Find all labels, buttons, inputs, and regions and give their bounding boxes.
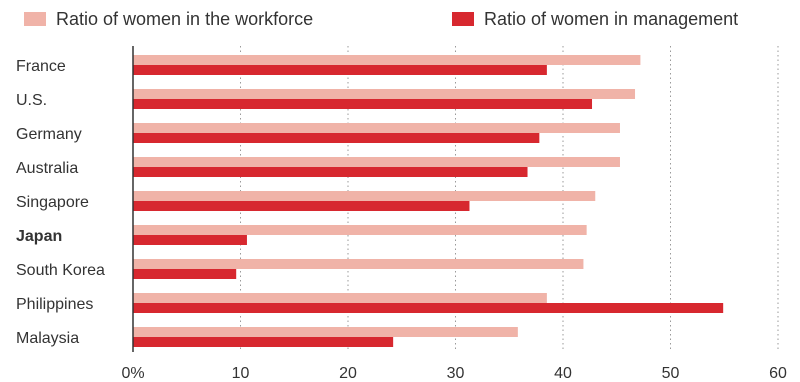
x-tick-label: 30: [447, 365, 465, 382]
bar-management: [133, 201, 470, 211]
bar-management: [133, 133, 540, 143]
category-label: South Korea: [16, 262, 105, 279]
legend-swatch-workforce: [24, 12, 46, 26]
bar-workforce: [133, 55, 641, 65]
bar-workforce: [133, 225, 587, 235]
x-tick-label: 40: [554, 365, 572, 382]
legend-swatch-management: [452, 12, 474, 26]
category-label: Malaysia: [16, 330, 79, 347]
x-tick-label: 60: [769, 365, 787, 382]
bar-management: [133, 65, 547, 75]
legend-label-workforce: Ratio of women in the workforce: [56, 8, 314, 29]
category-label: France: [16, 58, 66, 75]
category-label: Philippines: [16, 296, 93, 313]
category-label: Japan: [16, 228, 62, 245]
bar-workforce: [133, 123, 620, 133]
bar-management: [133, 269, 237, 279]
bar-management: [133, 167, 528, 177]
category-label: Australia: [16, 160, 78, 177]
bar-workforce: [133, 157, 620, 167]
bar-workforce: [133, 259, 584, 269]
bar-workforce: [133, 327, 518, 337]
category-label: Germany: [16, 126, 82, 143]
x-tick-label: 50: [662, 365, 680, 382]
bar-workforce: [133, 191, 596, 201]
bar-management: [133, 303, 724, 313]
bar-workforce: [133, 89, 636, 99]
bar-management: [133, 99, 593, 109]
x-tick-label: 0%: [121, 365, 144, 382]
legend-label-management: Ratio of women in management: [484, 8, 739, 29]
bar-management: [133, 235, 247, 245]
legend-workforce: Ratio of women in the workforce: [24, 6, 313, 32]
x-tick-label: 10: [232, 365, 250, 382]
bar-management: [133, 337, 394, 347]
legend-management: Ratio of women in management: [452, 6, 738, 32]
category-label: U.S.: [16, 92, 47, 109]
bar-workforce: [133, 293, 547, 303]
category-label: Singapore: [16, 194, 89, 211]
x-tick-label: 20: [339, 365, 357, 382]
